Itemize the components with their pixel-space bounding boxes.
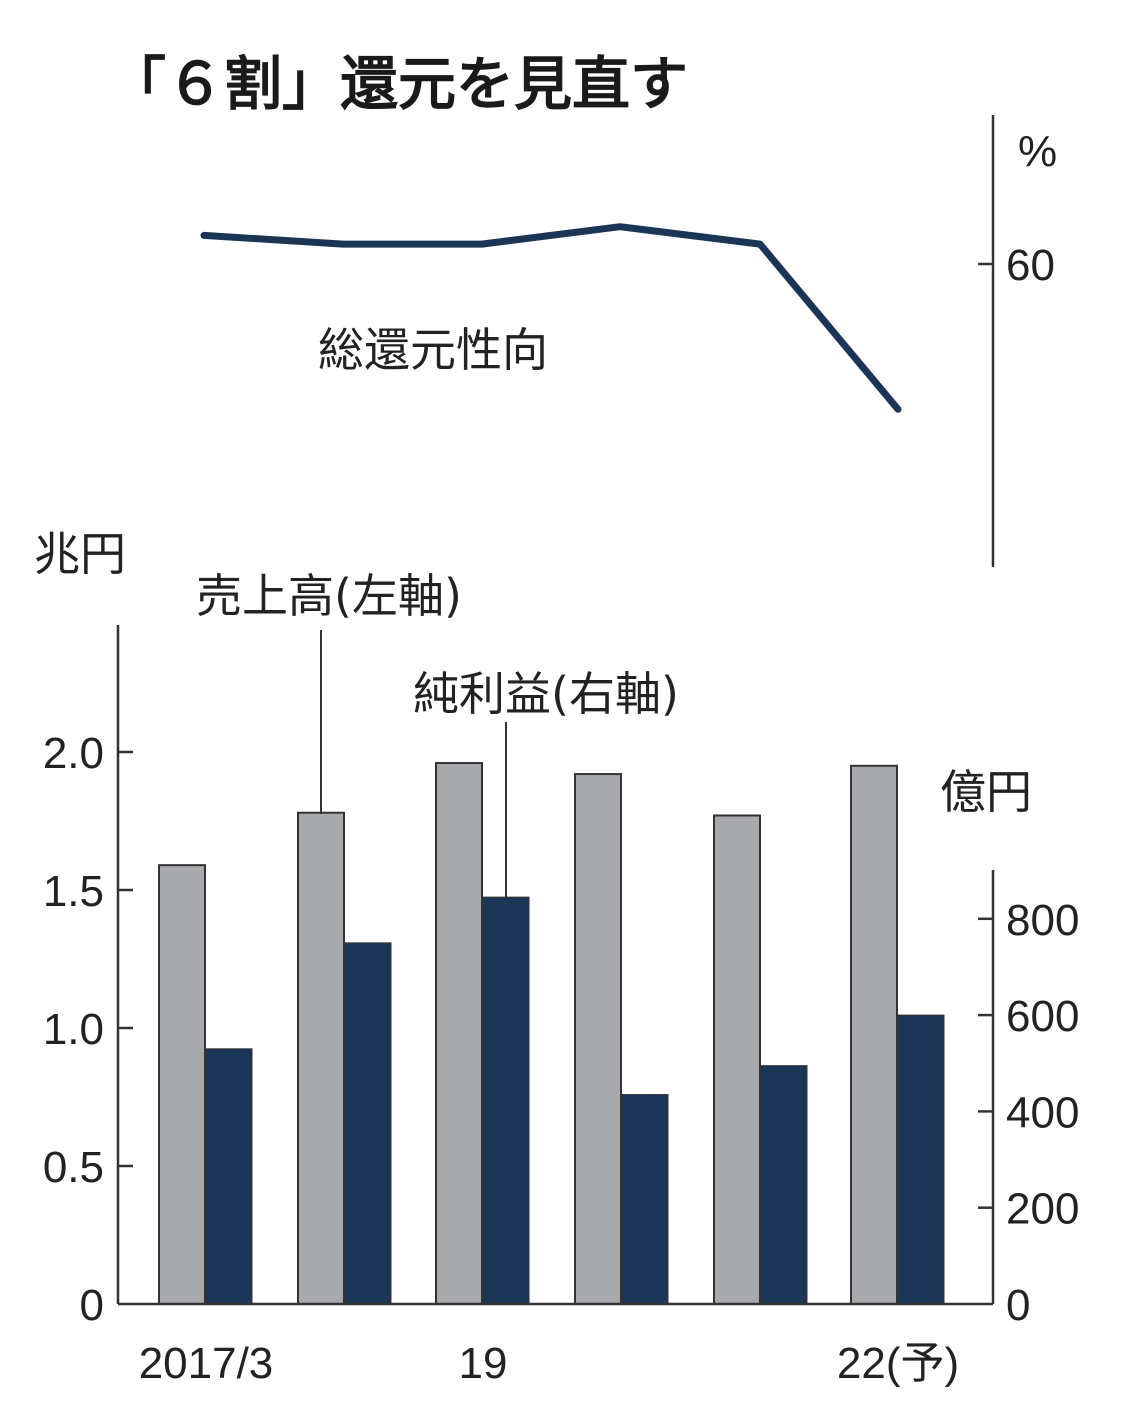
sales-bar bbox=[158, 864, 206, 1305]
left-tick-label: 1.0 bbox=[43, 1005, 104, 1054]
right-axis-ticks: 0 200 400 600 800 bbox=[978, 896, 1079, 1330]
sales-bar bbox=[574, 773, 622, 1305]
sales-bar bbox=[713, 814, 761, 1305]
right-tick-label: 400 bbox=[1006, 1088, 1079, 1137]
left-tick-label: 0.5 bbox=[43, 1143, 104, 1192]
right-tick-label: 600 bbox=[1006, 992, 1079, 1041]
profit-bar bbox=[482, 896, 530, 1305]
x-tick-label: 22(予) bbox=[837, 1339, 959, 1388]
payout-ratio-panel: % 60 総還元性向 bbox=[200, 115, 1057, 567]
profit-bar bbox=[205, 1048, 253, 1305]
left-tick-label: 1.5 bbox=[43, 867, 104, 916]
profit-bar bbox=[760, 1065, 808, 1305]
left-tick-label: 2.0 bbox=[43, 729, 104, 778]
right-tick-label: 0 bbox=[1006, 1281, 1030, 1330]
left-axis-ticks: 0 0.5 1.0 1.5 2.0 bbox=[43, 729, 133, 1330]
payout-series-label: 総還元性向 bbox=[318, 323, 548, 377]
chart-title: 「６割」還元を見直す bbox=[108, 50, 688, 118]
right-axis-unit-label: 億円 bbox=[940, 765, 1032, 819]
left-axis-unit-label: 兆円 bbox=[34, 527, 126, 581]
payout-ticks: 60 bbox=[978, 241, 1055, 290]
left-tick-label: 0 bbox=[80, 1281, 104, 1330]
profit-series-label: 純利益(右軸) bbox=[413, 667, 679, 721]
payout-unit-label: % bbox=[1018, 127, 1057, 176]
sales-profit-panel: 兆円 億円 0 0.5 1.0 1.5 2.0 0 200 400 600 800 2017/3… bbox=[34, 527, 1079, 1388]
sales-bar bbox=[297, 811, 345, 1305]
profit-bar bbox=[344, 942, 392, 1305]
right-tick-label: 200 bbox=[1006, 1185, 1079, 1234]
sales-bar bbox=[850, 764, 898, 1305]
bars bbox=[158, 762, 945, 1305]
profit-bar bbox=[621, 1094, 669, 1305]
profit-bar bbox=[897, 1014, 945, 1305]
right-tick-label: 800 bbox=[1006, 896, 1079, 945]
payout-ratio-line bbox=[200, 223, 902, 413]
sales-bar bbox=[435, 762, 483, 1305]
x-tick-label: 19 bbox=[459, 1339, 508, 1388]
x-axis-tick-labels: 2017/3 19 22(予) bbox=[139, 1339, 959, 1388]
sales-series-label: 売上高(左軸) bbox=[196, 569, 462, 623]
payout-tick-label: 60 bbox=[1006, 241, 1055, 290]
x-tick-label: 2017/3 bbox=[139, 1339, 274, 1388]
